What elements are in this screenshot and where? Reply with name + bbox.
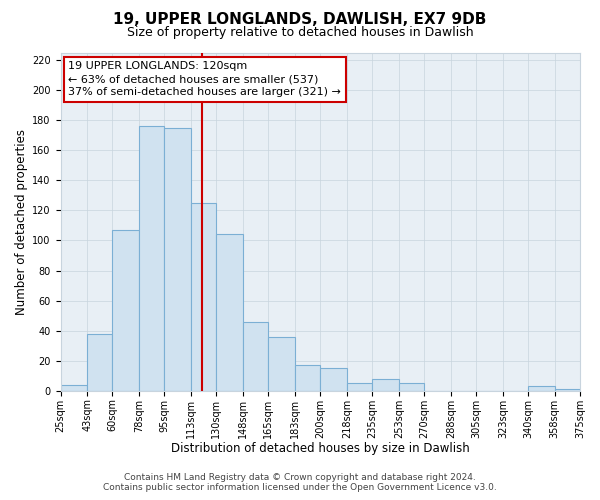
Bar [555, 390, 580, 391]
Bar [295, 366, 320, 391]
Bar [372, 379, 399, 391]
Bar [268, 336, 295, 391]
Bar [243, 322, 268, 391]
Bar [139, 126, 164, 391]
Bar [112, 230, 139, 391]
Text: 19, UPPER LONGLANDS, DAWLISH, EX7 9DB: 19, UPPER LONGLANDS, DAWLISH, EX7 9DB [113, 12, 487, 28]
X-axis label: Distribution of detached houses by size in Dawlish: Distribution of detached houses by size … [171, 442, 470, 455]
Text: Size of property relative to detached houses in Dawlish: Size of property relative to detached ho… [127, 26, 473, 39]
Bar [61, 385, 87, 391]
Bar [399, 384, 424, 391]
Bar [320, 368, 347, 391]
Bar [528, 386, 555, 391]
Bar [217, 234, 243, 391]
Text: 19 UPPER LONGLANDS: 120sqm
← 63% of detached houses are smaller (537)
37% of sem: 19 UPPER LONGLANDS: 120sqm ← 63% of deta… [68, 61, 341, 98]
Text: Contains HM Land Registry data © Crown copyright and database right 2024.
Contai: Contains HM Land Registry data © Crown c… [103, 473, 497, 492]
Bar [87, 334, 112, 391]
Bar [347, 384, 372, 391]
Bar [164, 128, 191, 391]
Bar [191, 203, 217, 391]
Y-axis label: Number of detached properties: Number of detached properties [15, 128, 28, 314]
